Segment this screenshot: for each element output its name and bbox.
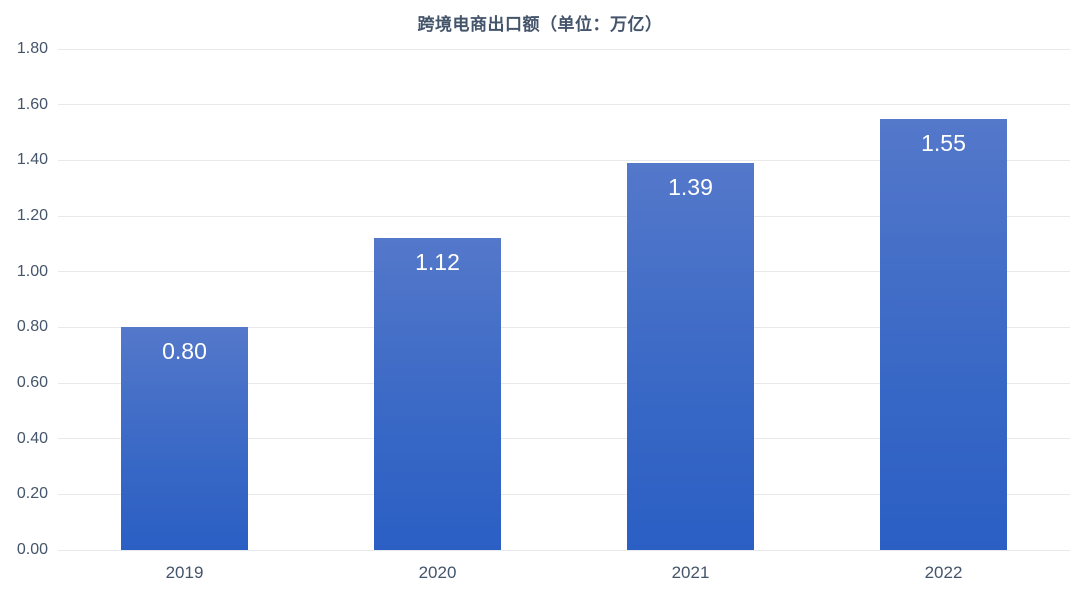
gridline: [58, 48, 1070, 50]
x-tick-label: 2020: [418, 563, 457, 582]
y-tick-label: 0.60: [16, 374, 48, 391]
bar-2020: 1.12: [374, 238, 501, 550]
gridline: [58, 549, 1070, 551]
y-tick-label: 1.80: [16, 40, 48, 57]
y-tick-label: 0.20: [16, 485, 48, 503]
bar-value-label: 1.55: [921, 129, 966, 156]
gridline: [58, 215, 1070, 217]
bar-value-label: 1.12: [415, 249, 460, 276]
gridline: [58, 493, 1070, 495]
x-tick-label: 2022: [924, 563, 963, 582]
chart-title: 跨境电商出口额（单位：万亿）: [417, 15, 663, 34]
gridline: [58, 104, 1070, 106]
gridline: [58, 438, 1070, 440]
x-tick-label: 2019: [165, 563, 204, 582]
bar-2022: 1.55: [880, 118, 1007, 550]
bar-2021: 1.39: [627, 163, 754, 550]
y-tick-label: 1.20: [16, 207, 48, 224]
y-tick-label: 0.00: [16, 541, 48, 558]
y-tick-label: 1.00: [16, 262, 48, 280]
y-tick-label: 1.40: [16, 151, 48, 169]
bar-value-label: 0.80: [162, 338, 207, 365]
x-tick-label: 2021: [671, 563, 710, 582]
gridline: [58, 382, 1070, 384]
gridline: [58, 271, 1070, 273]
gridline: [58, 326, 1070, 328]
bar-2019: 0.80: [121, 327, 248, 550]
plot-area: 0.80 1.12 1.39 1.55: [58, 48, 1070, 551]
y-tick-label: 0.40: [16, 429, 48, 447]
y-tick-label: 1.60: [16, 95, 48, 113]
bar-value-label: 1.39: [668, 174, 713, 201]
y-tick-label: 0.80: [16, 318, 48, 336]
gridline: [58, 159, 1070, 161]
